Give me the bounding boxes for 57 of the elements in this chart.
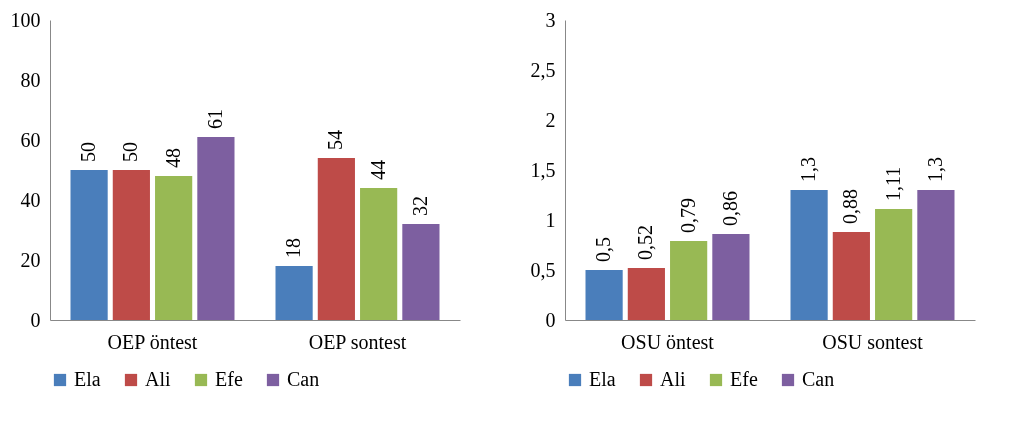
x-tick-label: OEP öntest [107, 330, 198, 353]
x-tick-label: OEP sontest [308, 330, 407, 353]
y-tick-label: 3 [545, 8, 556, 31]
y-tick-label: 0 [545, 308, 556, 331]
data-label: 61 [203, 109, 226, 129]
y-tick-label: 60 [20, 128, 41, 151]
bar [317, 158, 355, 320]
legend-label: Ela [74, 368, 101, 390]
legend-label: Ela [589, 368, 616, 390]
bar [670, 241, 708, 320]
bar [832, 232, 870, 320]
data-label: 0,86 [718, 191, 741, 226]
y-tick-label: 0,5 [530, 258, 556, 281]
data-label: 32 [408, 196, 431, 216]
bar [627, 268, 665, 320]
bar [112, 170, 150, 320]
data-label: 0,52 [634, 225, 657, 260]
bar [875, 209, 913, 320]
bar [360, 188, 398, 320]
data-label: 0,88 [839, 189, 862, 224]
bar [585, 270, 623, 320]
bar [917, 190, 955, 320]
bar [790, 190, 828, 320]
data-label: 0,5 [592, 237, 615, 262]
bar [197, 137, 235, 320]
data-label: 50 [77, 142, 100, 162]
bar [712, 234, 750, 320]
y-tick-label: 40 [20, 188, 41, 211]
legend-label: Ali [660, 368, 686, 390]
y-tick-label: 100 [10, 8, 41, 31]
bar [275, 266, 313, 320]
y-tick-label: 1,5 [530, 158, 556, 181]
y-tick-label: 0 [30, 308, 41, 331]
data-label: 48 [161, 148, 184, 168]
y-tick-label: 80 [20, 68, 41, 91]
legend-label: Can [802, 368, 835, 390]
x-tick-label: OSU sontest [822, 330, 924, 353]
bar [155, 176, 193, 320]
bar [70, 170, 108, 320]
data-label: 1,11 [881, 166, 904, 201]
y-tick-label: 1 [545, 208, 556, 231]
y-tick-label: 2,5 [530, 58, 556, 81]
x-tick-label: OSU öntest [621, 330, 715, 353]
legend-label: Can [287, 368, 320, 390]
bar [402, 224, 440, 320]
legend-label: Efe [215, 368, 243, 390]
y-tick-label: 2 [545, 108, 556, 131]
data-label: 0,79 [676, 198, 699, 233]
y-tick-label: 20 [20, 248, 41, 271]
data-label: 44 [366, 160, 389, 180]
legend-label: Ali [145, 368, 171, 390]
data-label: 50 [119, 142, 142, 162]
data-label: 54 [324, 130, 347, 150]
data-label: 1,3 [923, 157, 946, 182]
data-label: 18 [282, 238, 305, 258]
legend-label: Efe [730, 368, 758, 390]
data-label: 1,3 [797, 157, 820, 182]
